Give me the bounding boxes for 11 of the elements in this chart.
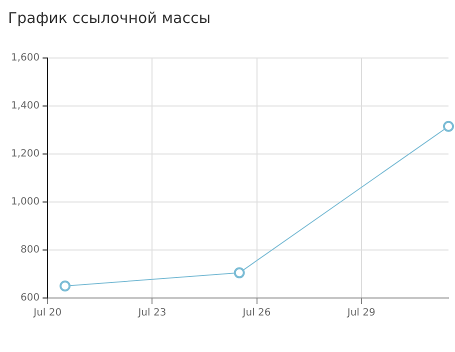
x-tick-label: Jul 23: [137, 308, 166, 319]
chart-title: График ссылочной массы: [8, 8, 211, 27]
x-tick-label: Jul 20: [32, 308, 62, 319]
x-tick-label: Jul 26: [242, 308, 271, 319]
y-tick-label: 1,600: [10, 52, 40, 64]
y-tick-label: 1,400: [10, 100, 40, 112]
x-tick-label: Jul 29: [346, 308, 376, 319]
y-tick-label: 800: [20, 244, 40, 256]
y-tick-label: 600: [20, 292, 40, 304]
y-tick-label: 1,200: [10, 148, 40, 160]
y-tick-label: 1,000: [10, 196, 40, 208]
